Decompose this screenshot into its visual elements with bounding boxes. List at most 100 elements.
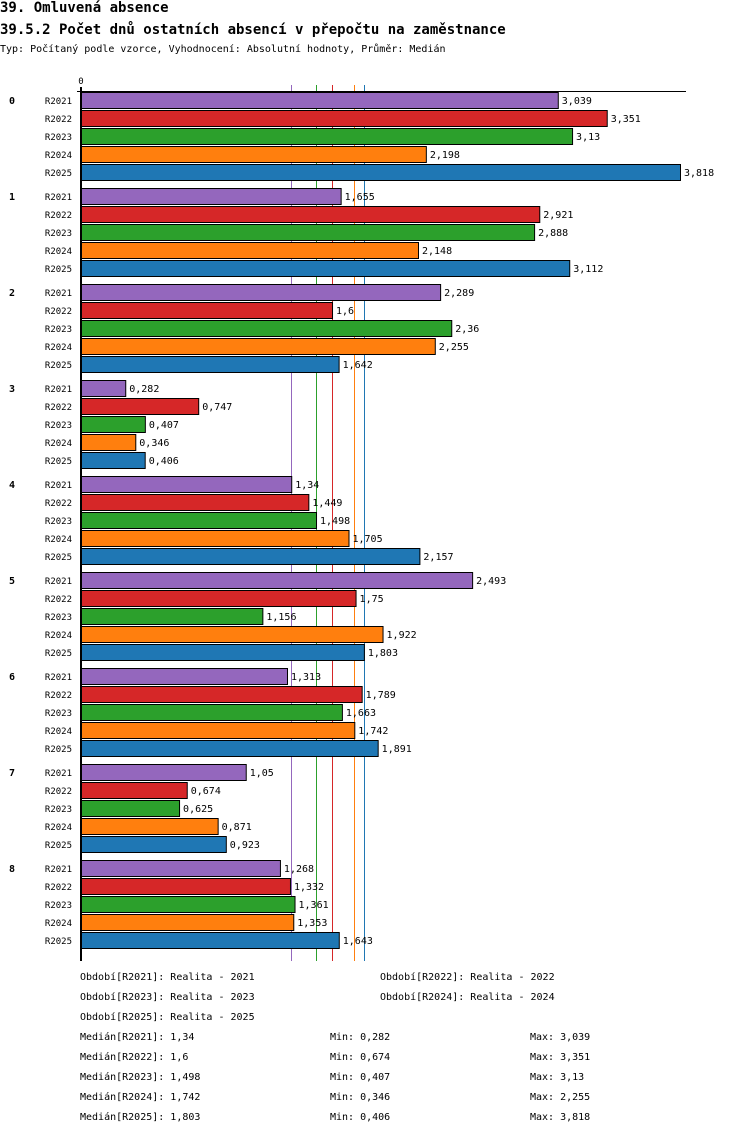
max-r2021: Max: 3,039: [530, 1032, 591, 1043]
series-label: R2023: [45, 325, 72, 335]
value-label: 1,705: [352, 534, 382, 545]
series-label: R2023: [45, 229, 72, 239]
series-label: R2024: [45, 823, 72, 833]
series-label: R2023: [45, 901, 72, 911]
category-label: 0: [9, 96, 15, 107]
bar-r2023: [81, 800, 181, 817]
bar-r2021: [81, 764, 247, 781]
legend-period-r2025: Období[R2025]: Realita - 2025: [80, 1012, 255, 1023]
value-label: 2,888: [538, 228, 568, 239]
value-label: 3,351: [611, 114, 641, 125]
bar-r2025: [81, 452, 146, 469]
series-label: R2022: [45, 499, 72, 509]
series-label: R2023: [45, 805, 72, 815]
value-label: 0,674: [191, 786, 221, 797]
value-label: 1,361: [299, 900, 329, 911]
bar-r2022: [81, 494, 310, 511]
value-label: 0,871: [222, 822, 252, 833]
series-label: R2022: [45, 403, 72, 413]
series-label: R2022: [45, 883, 72, 893]
value-label: 1,449: [312, 498, 342, 509]
bar-r2025: [81, 932, 340, 949]
series-label: R2025: [45, 169, 72, 179]
series-label: R2024: [45, 919, 72, 929]
bar-r2025: [81, 548, 421, 565]
bar-r2022: [81, 782, 188, 799]
bar-r2024: [81, 530, 350, 547]
legend-period-r2023: Období[R2023]: Realita - 2023: [80, 992, 255, 1003]
value-label: 1,6: [336, 306, 354, 317]
bar-r2022: [81, 206, 541, 223]
series-label: R2024: [45, 247, 72, 257]
category-label: 7: [9, 768, 15, 779]
category-label: 8: [9, 864, 15, 875]
bar-r2025: [81, 164, 681, 181]
value-label: 1,05: [250, 768, 274, 779]
value-label: 1,268: [284, 864, 314, 875]
series-label: R2022: [45, 787, 72, 797]
series-label: R2025: [45, 937, 72, 947]
legend-period-r2024: Období[R2024]: Realita - 2024: [380, 992, 555, 1003]
series-label: R2021: [45, 769, 72, 779]
series-label: R2025: [45, 745, 72, 755]
bar-r2023: [81, 896, 296, 913]
bar-r2022: [81, 686, 363, 703]
series-label: R2025: [45, 553, 72, 563]
series-label: R2022: [45, 691, 72, 701]
min-r2023: Min: 0,407: [330, 1072, 391, 1083]
category-label: 2: [9, 288, 15, 299]
bar-r2025: [81, 836, 227, 853]
bar-r2021: [81, 668, 288, 685]
value-label: 3,13: [576, 132, 600, 143]
bar-r2024: [81, 914, 295, 931]
series-label: R2024: [45, 151, 72, 161]
value-label: 0,407: [149, 420, 179, 431]
bar-r2022: [81, 110, 608, 127]
value-label: 1,34: [295, 480, 319, 491]
series-label: R2024: [45, 535, 72, 545]
value-label: 1,663: [346, 708, 376, 719]
bar-r2023: [81, 608, 264, 625]
bar-r2023: [81, 512, 318, 529]
category-label: 4: [9, 480, 15, 491]
value-label: 2,493: [476, 576, 506, 587]
min-r2021: Min: 0,282: [330, 1032, 391, 1043]
max-r2023: Max: 3,13: [530, 1072, 585, 1083]
series-label: R2021: [45, 865, 72, 875]
bar-r2021: [81, 860, 281, 877]
series-label: R2024: [45, 343, 72, 353]
value-label: 0,406: [149, 456, 179, 467]
value-label: 1,789: [366, 690, 396, 701]
bar-r2025: [81, 740, 379, 757]
value-label: 1,891: [382, 744, 412, 755]
bar-r2021: [81, 380, 127, 397]
value-label: 0,625: [183, 804, 213, 815]
series-label: R2024: [45, 631, 72, 641]
value-label: 1,353: [297, 918, 327, 929]
value-label: 1,313: [291, 672, 321, 683]
series-label: R2023: [45, 517, 72, 527]
value-label: 1,803: [368, 648, 398, 659]
bar-r2024: [81, 242, 419, 259]
bar-r2023: [81, 416, 146, 433]
bar-r2023: [81, 320, 453, 337]
bar-r2021: [81, 92, 559, 109]
value-label: 1,642: [343, 360, 373, 371]
category-label: 6: [9, 672, 15, 683]
value-label: 2,148: [422, 246, 452, 257]
bar-r2025: [81, 356, 340, 373]
value-label: 1,922: [387, 630, 417, 641]
value-label: 2,289: [444, 288, 474, 299]
bar-r2024: [81, 146, 427, 163]
section-title: 39. Omluvená absence: [0, 0, 169, 16]
min-r2024: Min: 0,346: [330, 1092, 391, 1103]
series-label: R2025: [45, 265, 72, 275]
bar-chart: 0 0 R2021 3,039 R2022 3,351 R2023 3,13 R2024 2,19…: [9, 77, 714, 961]
legend-period-r2022: Období[R2022]: Realita - 2022: [380, 972, 555, 983]
series-label: R2022: [45, 115, 72, 125]
bar-r2021: [81, 284, 442, 301]
series-label: R2025: [45, 841, 72, 851]
series-label: R2021: [45, 193, 72, 203]
value-label: 0,747: [202, 402, 232, 413]
value-label: 2,198: [430, 150, 460, 161]
